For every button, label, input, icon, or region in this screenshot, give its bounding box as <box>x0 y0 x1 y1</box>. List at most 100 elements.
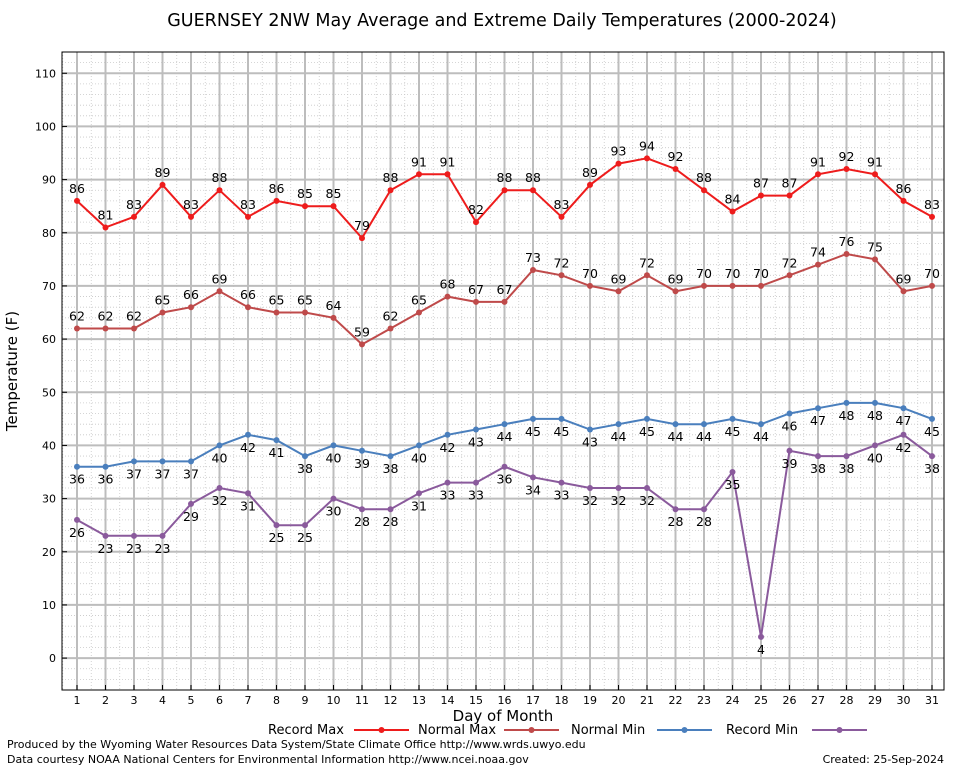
normal-min-point <box>615 421 622 428</box>
record-max-data-label: 88 <box>525 170 541 185</box>
record-max-point <box>872 171 878 178</box>
normal-min-data-label: 43 <box>468 434 484 449</box>
record-max-point <box>900 197 907 204</box>
record-min-point <box>672 506 679 513</box>
normal-max-point <box>615 288 622 295</box>
record-max-data-label: 87 <box>782 176 798 191</box>
record-max-data-label: 86 <box>269 181 285 196</box>
record-max-data-label: 87 <box>753 176 769 191</box>
normal-min-point <box>587 426 593 433</box>
record-min-data-label: 33 <box>554 488 570 503</box>
record-min-data-label: 28 <box>668 514 684 529</box>
normal-min-data-label: 38 <box>297 461 313 476</box>
normal-max-point <box>416 309 422 316</box>
normal-max-point <box>444 293 451 300</box>
legend-label-normal-min: Normal Min <box>571 723 645 738</box>
record-min-point <box>530 474 536 481</box>
y-tick-label: 50 <box>42 386 56 399</box>
record-max-data-label: 85 <box>297 186 313 201</box>
record-max-point <box>102 224 109 231</box>
normal-max-data-label: 65 <box>411 293 427 308</box>
normal-min-data-label: 45 <box>525 424 541 439</box>
normal-max-data-label: 73 <box>525 250 541 265</box>
grid <box>62 51 944 690</box>
record-min-point <box>416 490 422 497</box>
normal-min-point <box>672 421 679 428</box>
normal-max-point <box>843 251 850 258</box>
record-max-data-label: 89 <box>155 165 171 180</box>
record-max-point <box>330 203 337 210</box>
record-max-point <box>843 165 850 172</box>
chart-title: GUERNSEY 2NW May Average and Extreme Dai… <box>167 11 837 31</box>
normal-min-data-label: 42 <box>440 440 456 455</box>
record-max-data-label: 81 <box>98 207 114 222</box>
record-max-point <box>216 187 223 194</box>
y-tick-label: 60 <box>42 333 56 346</box>
normal-min-data-label: 36 <box>69 472 85 487</box>
normal-min-point <box>273 437 280 444</box>
record-min-point <box>929 453 935 460</box>
normal-max-data-label: 69 <box>212 271 228 286</box>
normal-min-data-label: 40 <box>212 450 228 465</box>
record-min-data-label: 38 <box>810 461 826 476</box>
record-max-point <box>558 213 565 220</box>
normal-max-point <box>273 309 280 316</box>
x-tick-label: 3 <box>131 694 138 707</box>
normal-min-data-label: 41 <box>269 445 285 460</box>
normal-min-data-label: 45 <box>554 424 570 439</box>
normal-max-point <box>900 288 907 295</box>
normal-min-point <box>131 458 137 465</box>
normal-min-data-label: 37 <box>126 466 142 481</box>
normal-max-point <box>159 309 166 316</box>
normal-min-point <box>815 405 821 412</box>
normal-min-point <box>558 415 565 422</box>
normal-max-data-label: 67 <box>497 282 513 297</box>
normal-min-point <box>758 421 764 428</box>
record-max-point <box>359 235 365 242</box>
x-tick-label: 23 <box>697 694 711 707</box>
x-tick-label: 21 <box>640 694 654 707</box>
x-tick-label: 6 <box>216 694 223 707</box>
normal-min-point <box>473 426 479 433</box>
x-tick-label: 7 <box>245 694 252 707</box>
record-max-point <box>501 187 508 194</box>
x-tick-label: 9 <box>302 694 309 707</box>
normal-min-data-label: 44 <box>497 429 513 444</box>
normal-min-point <box>701 421 707 428</box>
y-tick-label: 100 <box>35 120 56 133</box>
record-max-data-label: 79 <box>354 218 370 233</box>
x-tick-label: 11 <box>355 694 369 707</box>
normal-min-data-label: 40 <box>326 450 342 465</box>
y-tick-label: 110 <box>35 67 56 80</box>
record-min-data-label: 42 <box>896 440 912 455</box>
record-max-point <box>786 192 793 199</box>
normal-max-point <box>758 282 764 289</box>
normal-max-data-label: 72 <box>782 255 798 270</box>
record-min-point <box>729 469 736 476</box>
normal-min-point <box>872 399 878 406</box>
record-min-point <box>587 484 593 491</box>
x-tick-label: 26 <box>783 694 797 707</box>
normal-min-data-label: 37 <box>183 466 199 481</box>
record-min-data-label: 28 <box>354 514 370 529</box>
record-min-data-label: 28 <box>696 514 712 529</box>
normal-min-point <box>188 458 194 465</box>
normal-min-data-label: 38 <box>383 461 399 476</box>
normal-max-data-label: 62 <box>69 308 85 323</box>
normal-min-point <box>302 453 308 460</box>
normal-max-data-label: 70 <box>753 266 769 281</box>
record-max-point <box>473 219 479 226</box>
normal-max-data-label: 59 <box>354 324 370 339</box>
record-min-point <box>188 500 194 507</box>
y-tick-label: 90 <box>42 174 56 187</box>
record-min-data-label: 32 <box>212 493 228 508</box>
record-min-point <box>102 532 109 539</box>
record-max-point <box>302 203 308 210</box>
x-tick-label: 31 <box>925 694 939 707</box>
record-min-data-label: 23 <box>126 541 142 556</box>
record-max-point <box>729 208 736 215</box>
record-min-data-label: 31 <box>411 498 427 513</box>
normal-min-data-label: 47 <box>896 413 912 428</box>
normal-min-data-label: 44 <box>696 429 712 444</box>
record-max-point <box>273 197 280 204</box>
